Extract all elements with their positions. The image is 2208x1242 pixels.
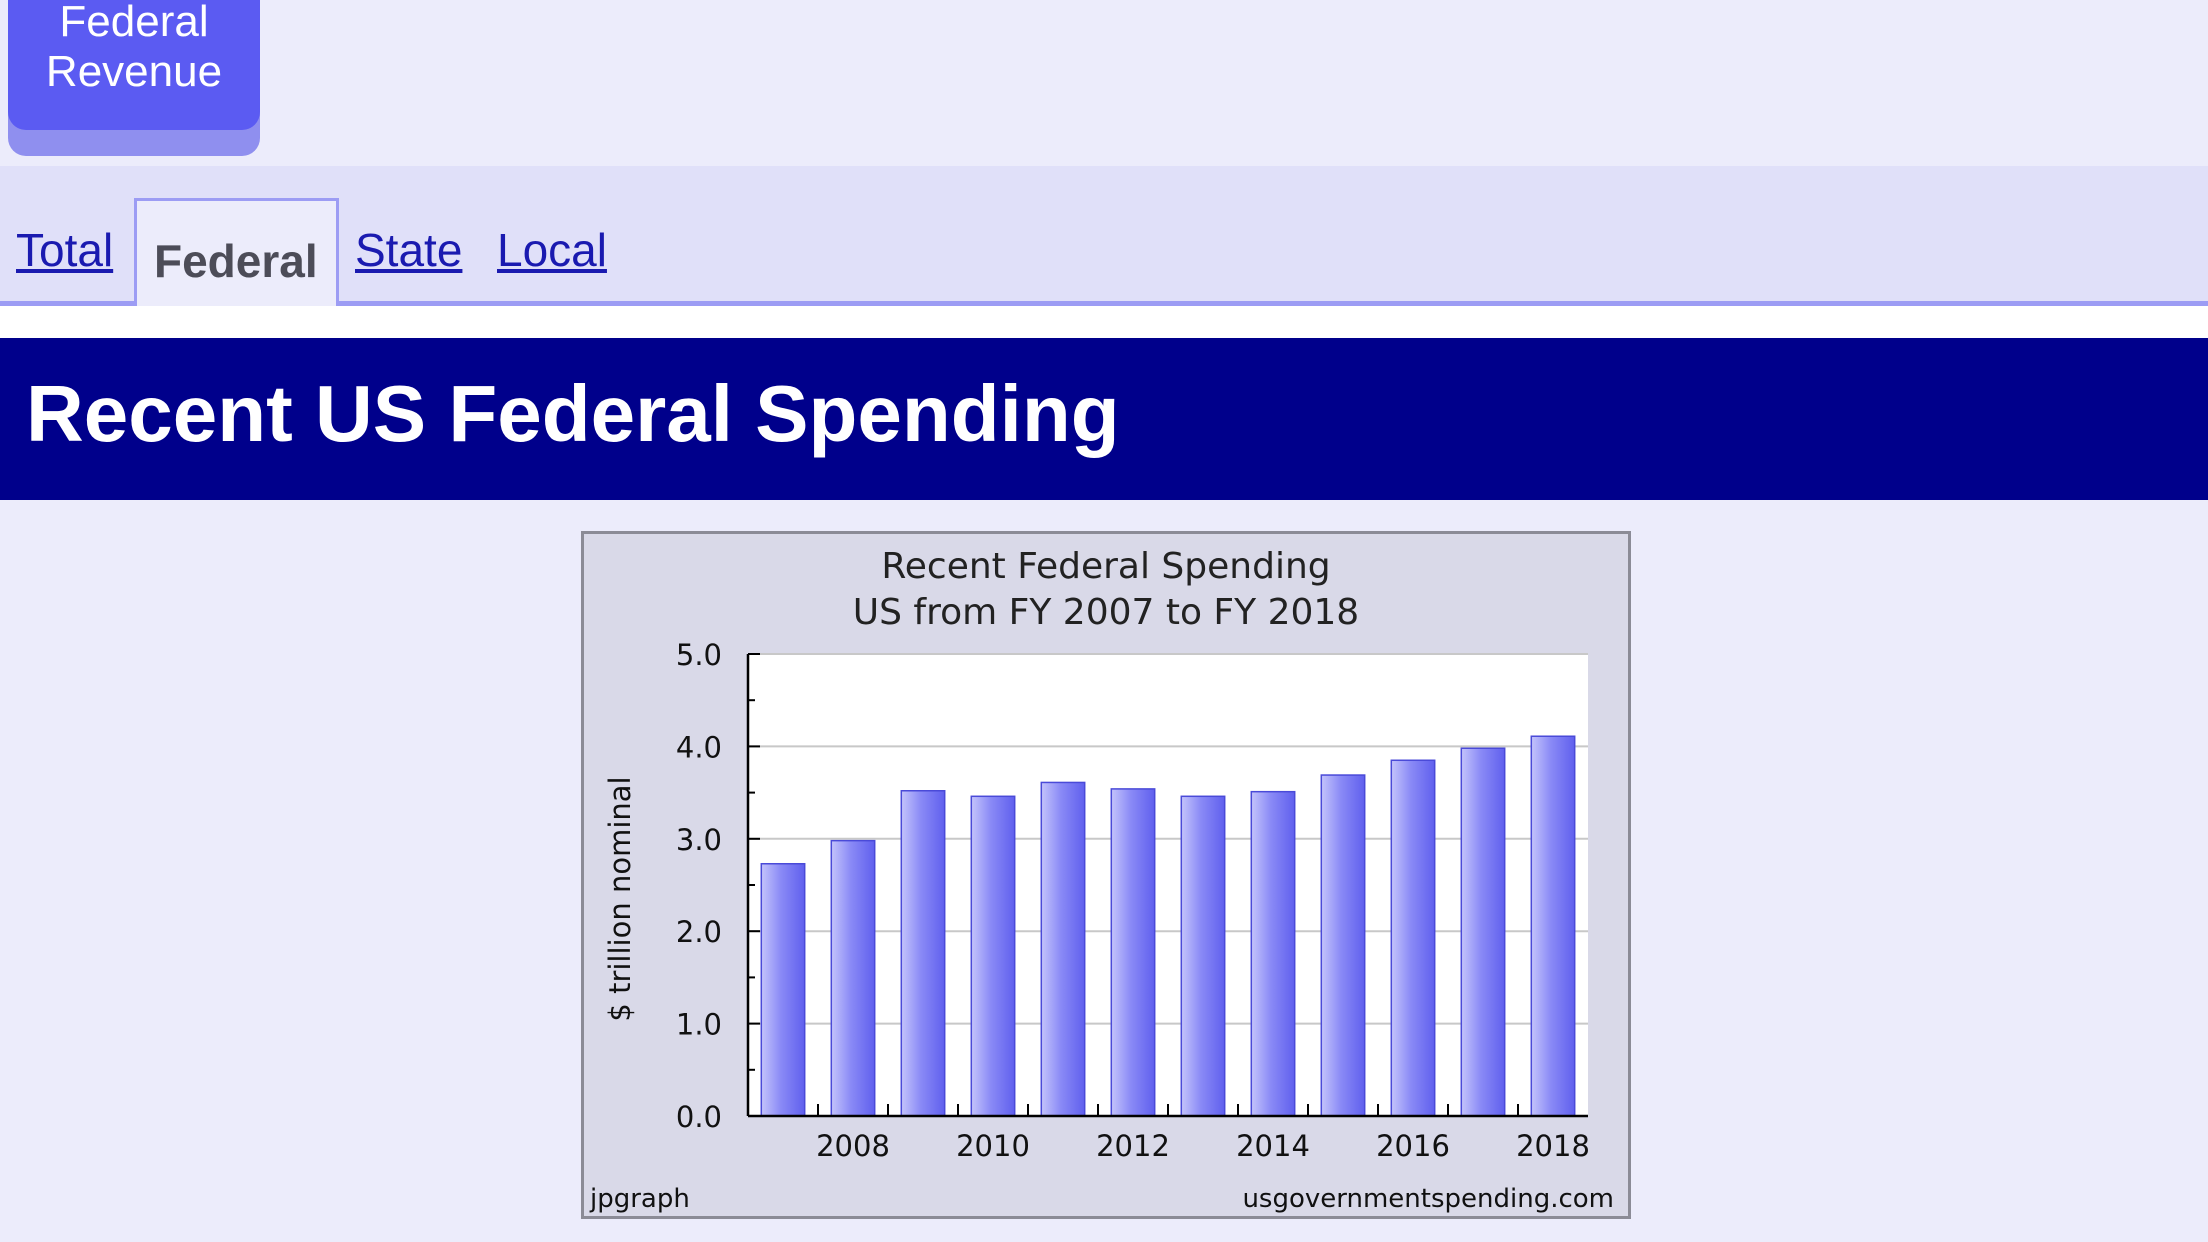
bar	[970, 795, 1016, 1117]
y-tick-label: 5.0	[676, 638, 722, 672]
bar	[900, 790, 946, 1117]
chart-title: Recent Federal Spending	[881, 546, 1331, 587]
chart-credit-left: jpgraph	[590, 1184, 690, 1214]
federal-revenue-line1: Federal	[59, 0, 209, 46]
tab-federal-label: Federal	[154, 235, 318, 287]
plot-area	[748, 654, 1588, 1116]
divider	[0, 306, 2208, 338]
y-tick-label: 0.0	[676, 1100, 722, 1134]
x-tick-label: 2014	[1236, 1129, 1310, 1163]
x-tick-label: 2010	[956, 1129, 1030, 1163]
page-header: Recent US Federal Spending	[0, 338, 2208, 500]
spending-chart[interactable]: Recent Federal Spending US from FY 2007 …	[581, 531, 1631, 1219]
bar	[830, 839, 876, 1117]
bar	[1460, 747, 1506, 1117]
bar	[1040, 781, 1086, 1117]
tab-local[interactable]: Local	[497, 224, 607, 276]
tab-federal[interactable]: Federal	[134, 198, 339, 310]
tab-state[interactable]: State	[355, 224, 463, 276]
chart-plot: 0.0 1.0 2.0 3.0 4.0 5.0 2008 2010 2012 2014 2016 20…	[676, 638, 1590, 1163]
bar	[1530, 735, 1576, 1117]
x-tick-label: 2012	[1096, 1129, 1170, 1163]
top-area: Federal Revenue	[0, 0, 2208, 166]
bar	[1390, 759, 1436, 1117]
bar	[1180, 795, 1226, 1117]
x-tick-label: 2008	[816, 1129, 890, 1163]
y-tick-label: 1.0	[676, 1008, 722, 1042]
federal-revenue-button[interactable]: Federal Revenue	[8, 0, 260, 130]
x-tick-label: 2016	[1376, 1129, 1450, 1163]
tab-total[interactable]: Total	[16, 224, 114, 276]
bar	[760, 862, 806, 1117]
x-tick-label: 2018	[1516, 1129, 1590, 1163]
bar	[1250, 790, 1296, 1117]
y-tick-label: 3.0	[676, 823, 722, 857]
y-tick-label: 2.0	[676, 915, 722, 949]
chart-credit-right: usgovernmentspending.com	[1242, 1184, 1614, 1214]
page-title: Recent US Federal Spending	[26, 369, 1120, 458]
federal-revenue-line2: Revenue	[45, 47, 223, 96]
chart-subtitle: US from FY 2007 to FY 2018	[852, 592, 1360, 633]
bar	[1320, 774, 1366, 1117]
y-tick-label: 4.0	[676, 730, 722, 764]
tab-bar: Total Federal State Local	[0, 166, 2208, 310]
bar	[1110, 788, 1156, 1117]
